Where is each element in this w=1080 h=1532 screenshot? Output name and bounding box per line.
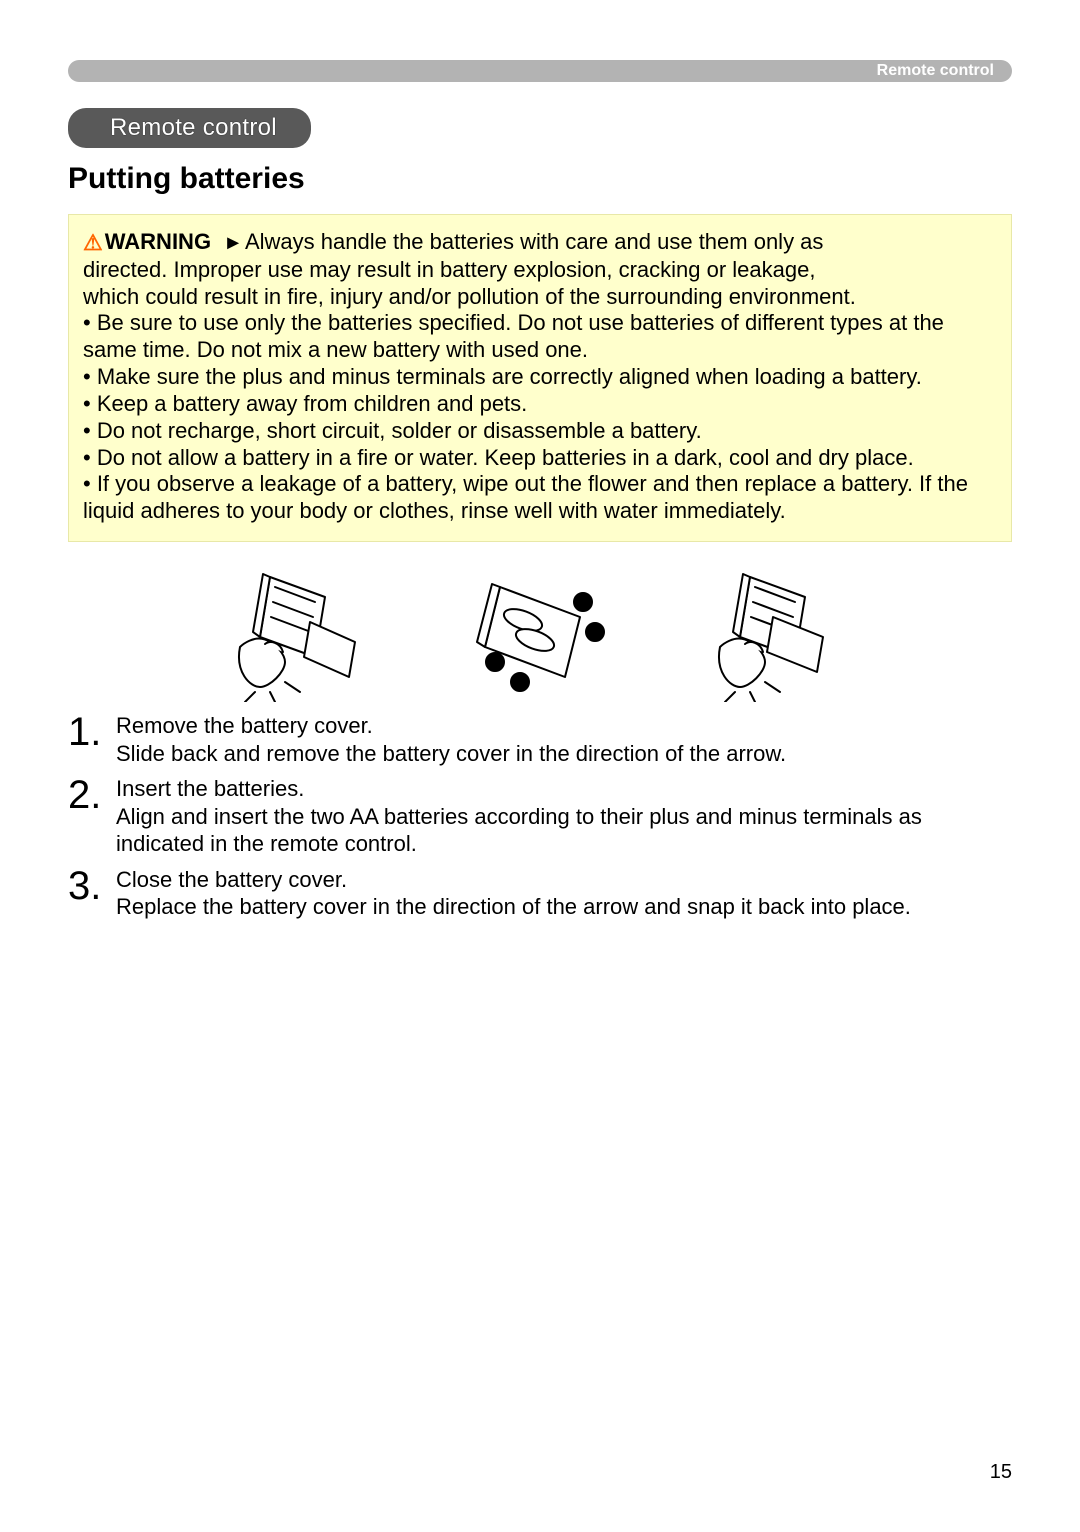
step-text: Remove the battery cover. Slide back and…: [116, 712, 1012, 767]
warning-intro-2: directed. Improper use may result in bat…: [83, 257, 815, 282]
warning-box: ⚠WARNING ►Always handle the batteries wi…: [68, 214, 1012, 542]
insert-batteries-illustration: − + + −: [455, 562, 625, 702]
svg-text:−: −: [579, 594, 587, 609]
warning-bullet: • Do not allow a battery in a fire or wa…: [83, 445, 997, 472]
svg-text:−: −: [516, 674, 524, 689]
step-item: 3 Close the battery cover. Replace the b…: [68, 866, 1012, 921]
warning-intro-1: Always handle the batteries with care an…: [245, 229, 823, 254]
manual-page: Remote control Remote control Putting ba…: [0, 0, 1080, 1532]
page-number: 15: [990, 1461, 1012, 1484]
step-number: 1: [68, 712, 116, 752]
section-heading: Putting batteries: [68, 162, 1012, 196]
step-desc: Replace the battery cover in the directi…: [116, 893, 1012, 921]
step-title: Close the battery cover.: [116, 866, 1012, 894]
close-cover-illustration: [695, 562, 865, 702]
step-text: Close the battery cover. Replace the bat…: [116, 866, 1012, 921]
warning-bullet: • Be sure to use only the batteries spec…: [83, 310, 997, 364]
step-title: Remove the battery cover.: [116, 712, 1012, 740]
warning-bullet: • Make sure the plus and minus terminals…: [83, 364, 997, 391]
illustration-row: − + + −: [68, 562, 1012, 702]
header-bar: Remote control: [68, 60, 1012, 82]
step-desc: Align and insert the two AA batteries ac…: [116, 803, 1012, 858]
warning-label: WARNING: [105, 229, 211, 254]
section-pill-text: Remote control: [110, 114, 277, 141]
warning-bullet: • Do not recharge, short circuit, solder…: [83, 418, 997, 445]
warning-intro-3: which could result in fire, injury and/o…: [83, 284, 856, 309]
warning-triangle-icon: ⚠: [83, 230, 103, 255]
step-desc: Slide back and remove the battery cover …: [116, 740, 1012, 768]
step-text: Insert the batteries. Align and insert t…: [116, 775, 1012, 858]
step-number: 2: [68, 775, 116, 815]
warning-arrow-icon: ►: [223, 232, 243, 254]
warning-bullet: • Keep a battery away from children and …: [83, 391, 997, 418]
section-pill: Remote control: [68, 108, 311, 148]
step-item: 1 Remove the battery cover. Slide back a…: [68, 712, 1012, 767]
svg-text:+: +: [491, 655, 499, 670]
step-title: Insert the batteries.: [116, 775, 1012, 803]
warning-bullet: • If you observe a leakage of a battery,…: [83, 471, 997, 525]
warning-intro: ⚠WARNING ►Always handle the batteries wi…: [83, 229, 997, 310]
remove-cover-illustration: [215, 562, 385, 702]
svg-text:+: +: [591, 625, 599, 640]
header-bar-label: Remote control: [877, 60, 994, 82]
step-number: 3: [68, 866, 116, 906]
steps-list: 1 Remove the battery cover. Slide back a…: [68, 712, 1012, 921]
step-item: 2 Insert the batteries. Align and insert…: [68, 775, 1012, 858]
